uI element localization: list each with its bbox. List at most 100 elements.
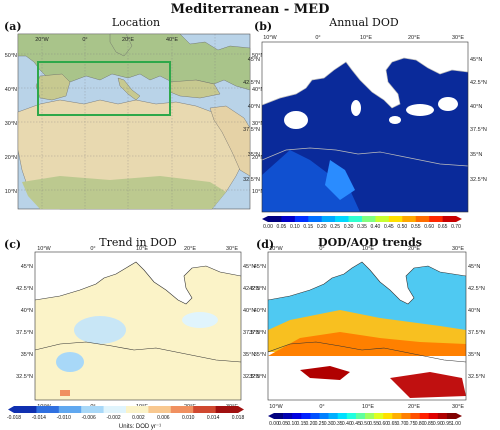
lon-label: 10°E: [136, 246, 148, 252]
lat-label: 35°N: [254, 352, 266, 358]
colorbar-tick-label: 0.60: [424, 224, 434, 230]
lon-label: 10°E: [362, 246, 374, 252]
location-lat-labels: 50°N 40°N 30°N 20°N 10°N 50°N 40°N 30°N …: [5, 53, 265, 195]
colorbar-segment: [410, 413, 420, 419]
colorbar-segment: [148, 406, 172, 413]
lat-label: 30°N: [252, 121, 264, 127]
panel-b-title: Annual DOD: [328, 16, 399, 29]
dod-lat-labels: 45°N 42.5°N 40°N 37.5°N 35°N 32.5°N 45°N…: [243, 57, 487, 183]
lon-label: 20°W: [35, 37, 49, 43]
dod-coastline: [262, 57, 468, 109]
ratio-hotspot: [390, 372, 466, 398]
colorbar-tick-label: 0.35: [357, 224, 367, 230]
lat-label: 40°N: [21, 308, 33, 314]
colorbar-segment: [337, 413, 348, 419]
colorbar-tick-label: 0.014: [207, 415, 220, 421]
lat-label: 40°N: [243, 308, 255, 314]
panel-c-letter: (c): [4, 238, 21, 251]
colorbar-tick-label: 0.018: [232, 415, 245, 421]
panel-c-title: Trend in DOD: [99, 236, 177, 249]
lat-label: 45°N: [468, 264, 480, 270]
colorbar-segment: [442, 216, 457, 222]
colorbar-segment: [283, 413, 293, 419]
lat-label: 35°N: [468, 352, 480, 358]
colorbar-tick-label: 0.010: [182, 415, 195, 421]
lat-label: 32.5°N: [16, 374, 33, 380]
lat-label: 40°N: [252, 87, 264, 93]
trend-coastline: [35, 261, 241, 305]
lon-label: 10°W: [37, 246, 51, 252]
panel-a: (a) Location 50°N 40°N 30°: [4, 16, 265, 210]
colorbar-segment: [375, 216, 390, 222]
colorbar-segment: [437, 413, 448, 419]
lat-label: 37.5°N: [243, 330, 260, 336]
lon-label: 0°: [319, 404, 324, 410]
lat-label: 20°N: [252, 155, 264, 161]
colorbar-segment: [14, 406, 37, 413]
sahel-land: [22, 176, 226, 209]
colorbar-segment: [292, 413, 302, 419]
colorbar-tick-label: 0.65: [387, 421, 397, 427]
colorbar-segment: [215, 406, 239, 413]
lon-label: 20°E: [408, 246, 420, 252]
colorbar-tick-label: 0.40: [342, 421, 352, 427]
lat-label: 40°N: [5, 87, 17, 93]
colorbar-tick-label: 1.00: [451, 421, 461, 427]
lat-label: 42.5°N: [16, 286, 33, 292]
colorbar-segment: [402, 216, 417, 222]
colorbar-tick-label: 0.55: [369, 421, 379, 427]
lat-label: 37.5°N: [16, 330, 33, 336]
colorbar-tick-label: 0.05: [277, 224, 287, 230]
ratio-south-coastline: [268, 341, 466, 363]
panel-d-letter: (d): [256, 238, 274, 251]
lat-label: 45°N: [470, 57, 482, 63]
colorbar-tick-label: 0.10: [287, 421, 297, 427]
panel-b: (b) Annual DOD 45°N 42.5°N 40°N 37.5°N: [243, 16, 487, 230]
ratio-colorbar: 0.00 0.05 0.10 0.15 0.20 0.25 0.30 0.35 0.40 0.45…: [268, 413, 462, 427]
dod-south-coastline: [262, 147, 468, 167]
colorbar-segment: [355, 413, 366, 419]
dod-north-nodata: [262, 42, 468, 98]
colorbar-tick-label: 0.50: [397, 224, 407, 230]
colorbar-tick-label: 0.20: [317, 224, 327, 230]
lat-label: 50°N: [252, 53, 264, 59]
colorbar-segment: [268, 216, 282, 222]
colorbar-segment: [429, 216, 443, 222]
lat-label: 35°N: [243, 352, 255, 358]
colorbar-segment: [81, 406, 104, 413]
colorbar-segment: [392, 413, 402, 419]
colorbar-segment: [446, 413, 457, 419]
colorbar-tick-label: 0.35: [333, 421, 343, 427]
colorbar-segment: [328, 413, 338, 419]
colorbar-segment: [388, 216, 403, 222]
lat-label: 42.5°N: [243, 286, 260, 292]
colorbar-segment: [401, 413, 411, 419]
italy-land: [117, 77, 141, 101]
lat-label: 37.5°N: [243, 127, 260, 133]
med-region-box: [37, 61, 171, 116]
panel-c: (c) Trend in DOD 45°N 42.5°N 40°N 37.5°N…: [4, 236, 260, 430]
lat-label: 40°N: [248, 104, 260, 110]
panel-a-letter: (a): [4, 20, 22, 33]
ratio-hotspot: [300, 366, 350, 380]
lat-label: 45°N: [21, 264, 33, 270]
lat-label: 50°N: [5, 53, 17, 59]
colorbar-tick-label: 0.05: [278, 421, 288, 427]
colorbar-tick-label: 0.30: [344, 224, 354, 230]
lat-label: 40°N: [468, 308, 480, 314]
colorbar-segment: [308, 216, 323, 222]
lon-label: 10°W: [269, 404, 283, 410]
colorbar-segment: [335, 216, 349, 222]
lon-label: 10°E: [362, 404, 374, 410]
lat-label: 32.5°N: [243, 177, 260, 183]
colorbar-tick-label: 0.45: [351, 421, 361, 427]
colorbar-tick-label: 0.95: [442, 421, 452, 427]
lat-label: 45°N: [243, 264, 255, 270]
panel-a-title: Location: [112, 16, 160, 29]
colorbar-segment: [294, 216, 309, 222]
colorbar-tick-label: -0.006: [82, 415, 96, 421]
colorbar-tick-label: 0.50: [360, 421, 370, 427]
lat-label: 37.5°N: [470, 127, 487, 133]
colorbar-segment: [321, 216, 336, 222]
colorbar-segment: [36, 406, 60, 413]
